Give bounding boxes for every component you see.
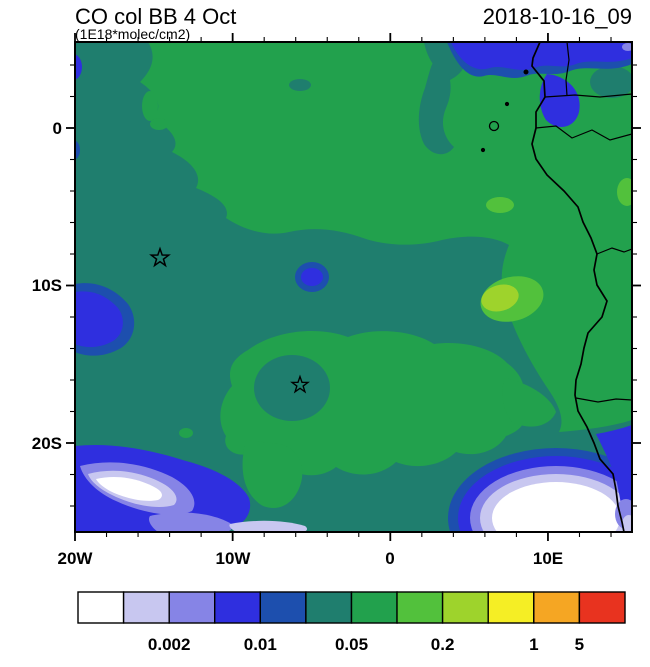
field-green-speck <box>179 428 193 438</box>
colorbar-cell <box>487 591 535 624</box>
map-fill-layers <box>75 42 632 532</box>
colorbar-cell <box>305 591 353 624</box>
colorbar-tick-label: 0.002 <box>148 635 191 654</box>
colorbar-cell <box>77 591 125 624</box>
field-navy-west-speck <box>75 140 80 160</box>
x-tick-label: 0 <box>385 549 394 568</box>
field-lavender-land-speck <box>622 515 632 532</box>
colorbar-labels: 0.002 0.01 0.05 0.2 1 5 <box>148 635 584 654</box>
x-tick-label: 10W <box>216 549 252 568</box>
country-border <box>535 125 632 141</box>
units-label: (1E18*molec/cm2) <box>75 26 190 42</box>
colorbar-cell <box>533 591 581 624</box>
y-tick-label: 20S <box>32 434 62 453</box>
station-markers <box>149 246 310 394</box>
field-blue-band-topright <box>451 42 632 70</box>
africa-coastline <box>531 42 625 532</box>
colorbar-cell <box>168 591 216 624</box>
axis-ticks <box>66 33 641 541</box>
field-blue-west <box>75 291 123 348</box>
colorbar-cell <box>122 591 170 624</box>
y-tick-label: 0 <box>53 119 62 138</box>
colorbar-tick-label: 0.01 <box>244 635 277 654</box>
field-green-speck <box>150 118 168 130</box>
x-axis-labels: 20W 10W 0 10E <box>58 549 564 568</box>
field-blue-lobe <box>539 74 580 127</box>
colorbar-tick-label: 0.2 <box>431 635 455 654</box>
island-dot <box>504 101 510 107</box>
island-dot <box>480 147 486 153</box>
star-marker-icon <box>149 246 171 268</box>
field-green-upper <box>140 42 632 432</box>
colorbar-cell <box>396 591 444 624</box>
field-green-tongue-south <box>242 440 303 509</box>
field-periwinkle-corner <box>622 43 632 51</box>
field-teal-tongue <box>418 56 454 155</box>
field-green-speck <box>142 91 158 121</box>
x-tick-label: 10E <box>533 549 563 568</box>
field-teal-bay <box>254 355 330 421</box>
colorbar-cell <box>213 591 261 624</box>
field-yellowgreen-patch <box>481 284 519 312</box>
field-brightgreen-speck <box>617 178 632 206</box>
page-title: CO col BB 4 Oct <box>75 4 236 29</box>
field-blue-blob-center <box>301 268 323 286</box>
island-dot <box>523 69 529 75</box>
country-border <box>544 93 632 98</box>
field-green-tongue-east <box>502 378 556 427</box>
colorbar <box>77 591 626 624</box>
field-hole-white-core <box>492 482 620 532</box>
field-blue-west-speck <box>75 54 82 80</box>
field-lavender-bottomstrip <box>229 520 308 532</box>
colorbar-tick-label: 1 <box>529 635 538 654</box>
colorbar-tick-label: 0.05 <box>335 635 368 654</box>
colorbar-cell <box>350 591 398 624</box>
datestamp-label: 2018-10-16_09 <box>483 4 632 29</box>
field-white-streak <box>96 477 162 501</box>
colorbar-cell <box>441 591 489 624</box>
colorbar-cell <box>259 591 307 624</box>
y-tick-label: 10S <box>32 276 62 295</box>
coastline-and-borders <box>480 42 632 532</box>
y-axis-labels: 0 10S 20S <box>32 119 62 453</box>
field-teal-patch <box>590 66 632 98</box>
field-periwinkle-streak2 <box>148 512 232 532</box>
x-tick-label: 20W <box>58 549 94 568</box>
colorbar-tick-label: 5 <box>575 635 584 654</box>
country-border <box>596 247 632 255</box>
island-outline <box>488 120 500 132</box>
map-frame <box>74 41 633 533</box>
star-marker-icon <box>290 374 310 394</box>
country-border <box>575 397 632 403</box>
country-border <box>565 42 570 97</box>
colorbar-cell <box>578 591 626 624</box>
field-teal-speck <box>289 79 311 91</box>
field-brightgreen-speck <box>486 197 514 213</box>
